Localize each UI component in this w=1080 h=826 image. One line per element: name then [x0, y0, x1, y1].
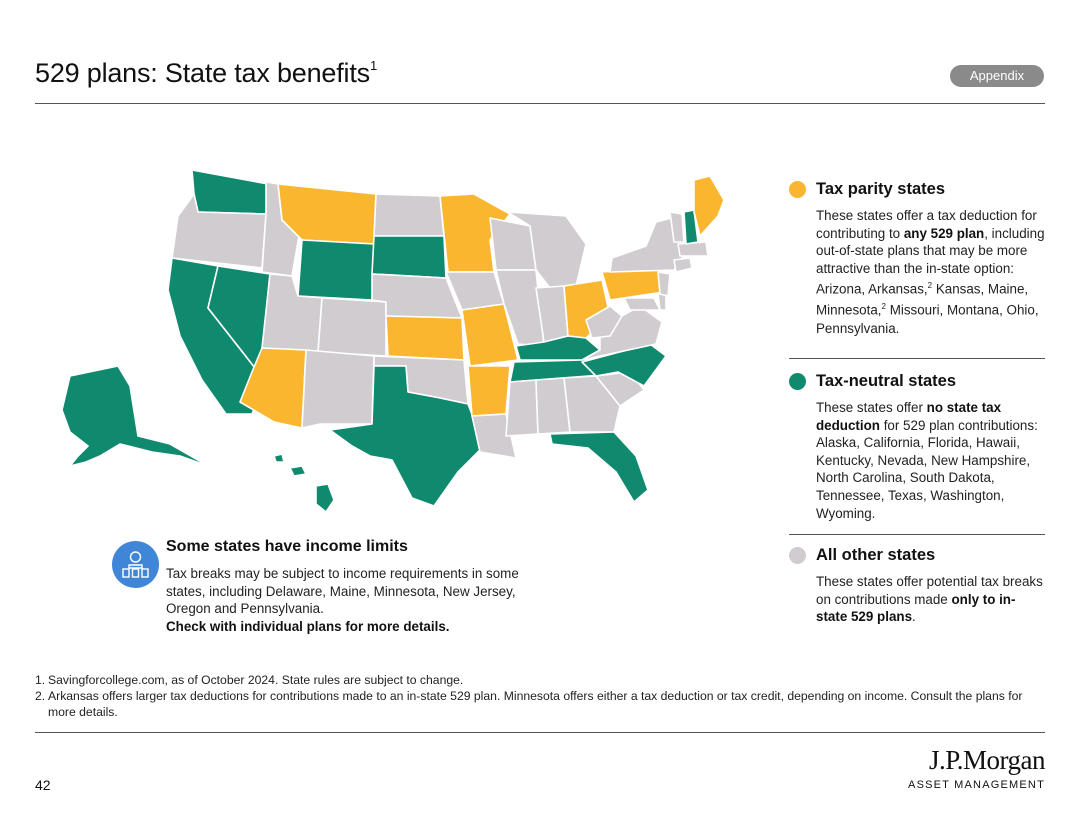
- state-MS: [505, 379, 539, 437]
- state-HI-islands: [289, 465, 307, 477]
- footnotes: 1. Savingforcollege.com, as of October 20…: [35, 672, 1045, 720]
- legend-other-text: These states offer potential tax breaks …: [816, 574, 1043, 625]
- state-NE: [371, 273, 463, 319]
- legend-other: All other states These states offer pote…: [789, 546, 1045, 626]
- state-WV: [585, 305, 623, 339]
- state-KS: [385, 315, 465, 361]
- parity-dot-icon: [789, 181, 806, 198]
- state-PA: [601, 267, 665, 301]
- page-title: 529 plans: State tax benefits1: [35, 58, 377, 88]
- other-dot-icon: [789, 547, 806, 564]
- us-map: [61, 169, 725, 513]
- state-NJ: [657, 271, 671, 297]
- footnote-1: 1. Savingforcollege.com, as of October 20…: [35, 673, 464, 687]
- state-ME: [693, 175, 725, 237]
- income-people-icon: [112, 541, 159, 588]
- state-VT: [669, 211, 685, 243]
- state-KY: [515, 335, 601, 361]
- state-DE: [657, 293, 667, 311]
- state-WY: [297, 239, 375, 301]
- page-number: 42: [35, 777, 51, 793]
- header-divider: [35, 103, 1045, 104]
- state-LA: [471, 413, 517, 459]
- legend-neutral-heading: Tax-neutral states: [816, 372, 956, 390]
- jpmorgan-logo: J.P.Morgan: [928, 745, 1046, 775]
- state-TX: [329, 365, 485, 507]
- state-GA: [563, 375, 621, 433]
- logo-subtitle: ASSET MANAGEMENT: [908, 779, 1045, 791]
- state-HI-islands: [273, 453, 285, 463]
- state-AK: [61, 365, 209, 467]
- state-MA: [677, 241, 709, 257]
- appendix-badge: Appendix: [950, 65, 1044, 87]
- footnote-2: 2. Arkansas offers larger tax deductions …: [35, 689, 1023, 719]
- legend-parity-text: These states offer a tax deduction for c…: [816, 208, 1045, 336]
- legend-divider: [789, 534, 1045, 535]
- income-limits-text: Tax breaks may be subject to income requ…: [166, 566, 519, 634]
- state-NH: [683, 209, 699, 245]
- state-SD: [371, 235, 447, 279]
- state-ND: [373, 193, 445, 237]
- legend-divider: [789, 358, 1045, 359]
- state-AR: [467, 365, 511, 417]
- state-CT: [673, 257, 693, 273]
- footer-divider: [35, 732, 1045, 733]
- income-limits-title: Some states have income limits: [166, 538, 408, 555]
- state-CO: [317, 297, 387, 357]
- legend-neutral-text: These states offer no state tax deductio…: [816, 400, 1038, 521]
- state-NM: [301, 349, 375, 429]
- legend-parity: Tax parity states These states offer a t…: [789, 180, 1045, 337]
- state-WA: [191, 169, 269, 215]
- legend-parity-heading: Tax parity states: [816, 180, 946, 198]
- neutral-dot-icon: [789, 373, 806, 390]
- state-SC: [595, 371, 645, 407]
- legend-neutral: Tax-neutral states These states offer no…: [789, 372, 1045, 522]
- state-HI: [315, 483, 335, 513]
- state-MD: [623, 297, 661, 311]
- state-MO: [461, 303, 519, 367]
- state-FL: [549, 431, 649, 503]
- legend-other-heading: All other states: [816, 546, 936, 564]
